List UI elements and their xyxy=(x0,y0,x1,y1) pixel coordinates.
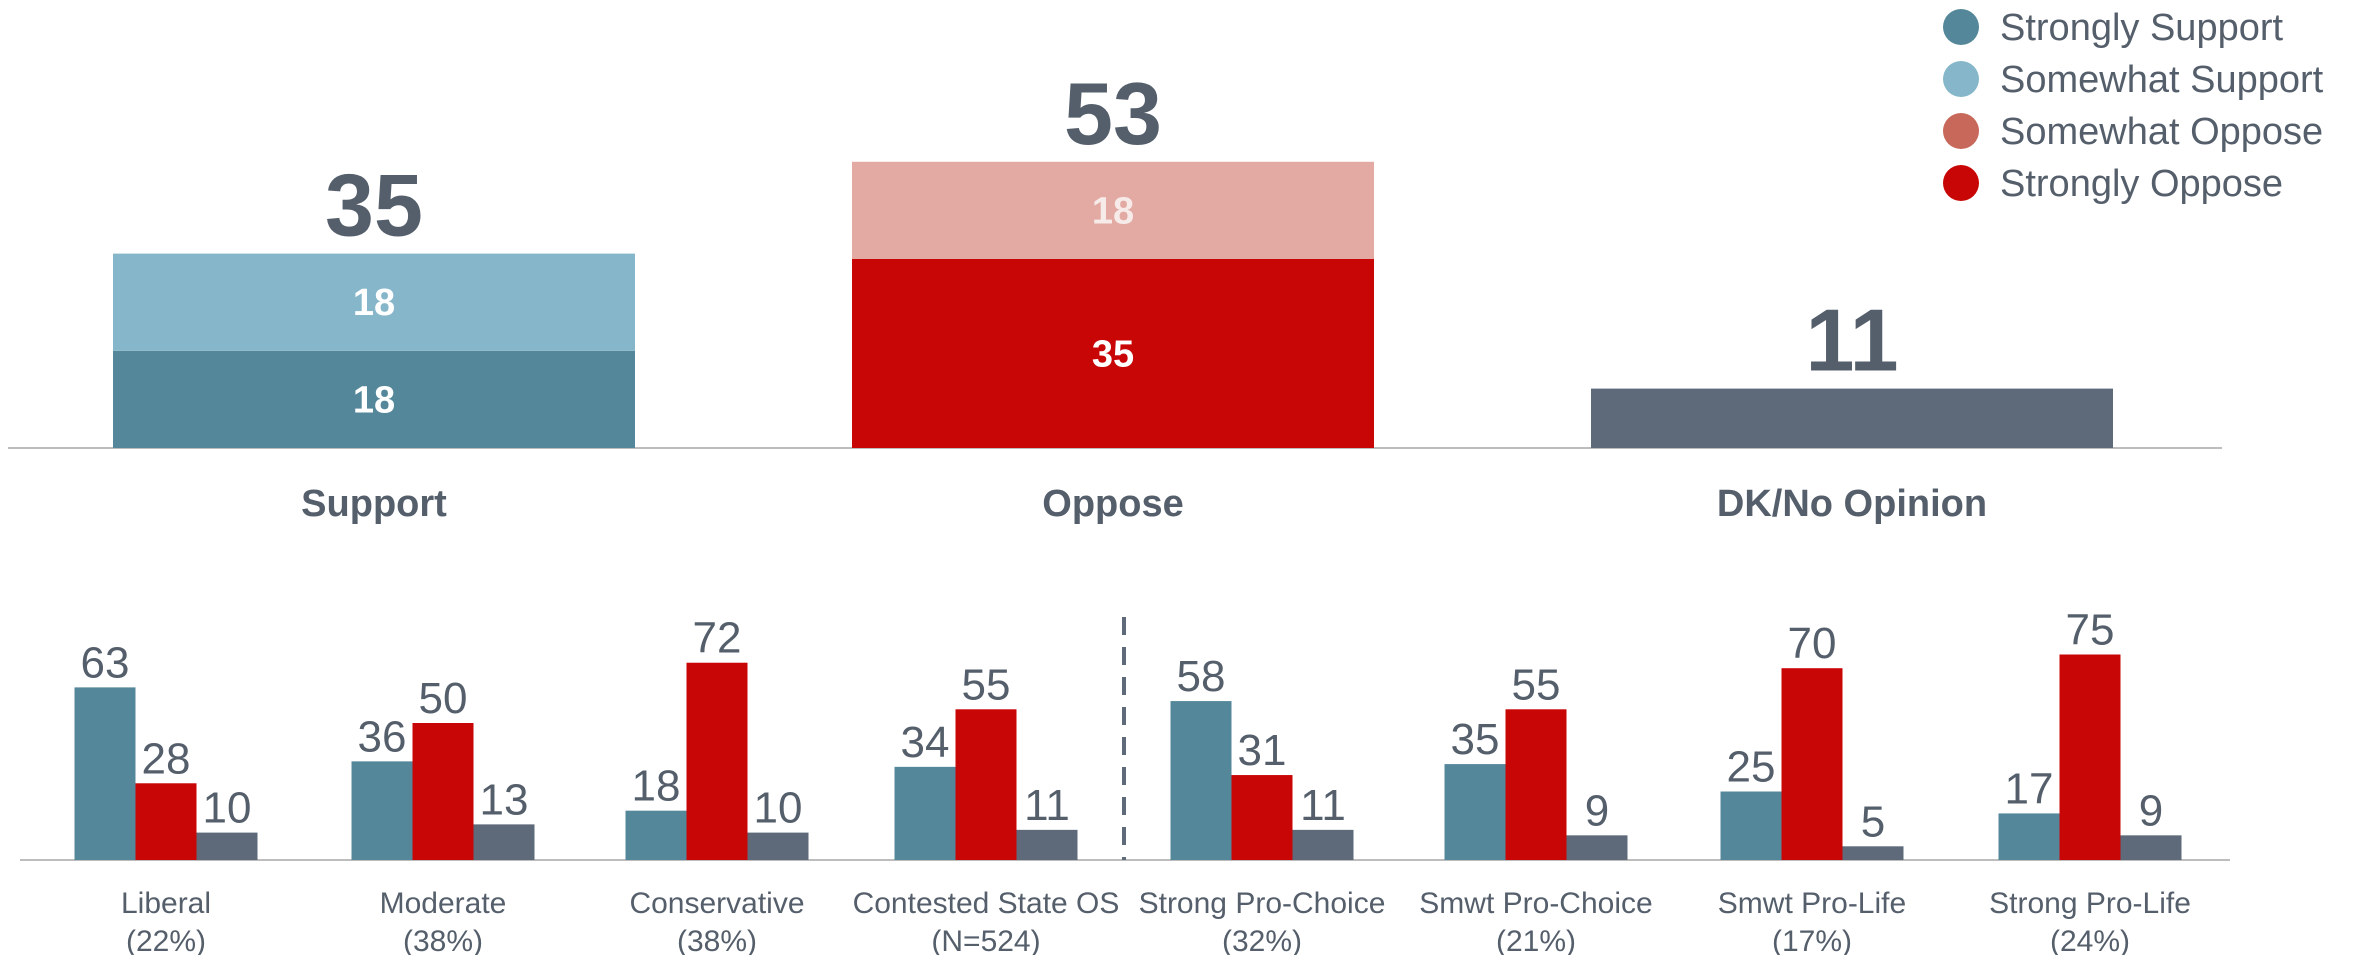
group-bar xyxy=(955,709,1017,860)
legend-label: Somewhat Support xyxy=(2000,59,2324,101)
legend: Strongly Support Somewhat Support Somewhat… xyxy=(1943,7,2324,205)
legend-label: Somewhat Oppose xyxy=(2000,111,2323,153)
category-label: Oppose xyxy=(1042,483,1183,525)
top-stacked-bar-chart: 18 18 35 Support 35 18 53 Oppose 11 DK/No Opinion xyxy=(8,64,2222,525)
group-bar xyxy=(196,832,258,860)
group-bar-value-label: 63 xyxy=(81,638,130,687)
group-label: Liberal xyxy=(121,887,211,920)
legend-marker xyxy=(1943,165,1979,201)
stacked-bar-segment xyxy=(1591,388,2113,448)
legend-marker xyxy=(1943,113,1979,149)
group-bar xyxy=(1781,668,1843,860)
legend-label: Strongly Oppose xyxy=(2000,163,2283,205)
group-bar-value-label: 34 xyxy=(901,718,950,767)
bottom-grouped-bar-chart: 632810Liberal(22%)365013Moderate(38%)187… xyxy=(20,606,2230,955)
group-label: Smwt Pro-Choice xyxy=(1419,887,1652,920)
total-value-label: 53 xyxy=(1064,64,1162,163)
group-bar xyxy=(1016,829,1078,860)
stacked-bar-segment xyxy=(113,350,635,448)
group-bar xyxy=(1170,701,1232,860)
segment-value-label: 35 xyxy=(1092,334,1134,376)
group-bar xyxy=(412,723,474,860)
category-label: DK/No Opinion xyxy=(1717,483,1987,525)
group-bar-value-label: 58 xyxy=(1177,652,1226,701)
stacked-bar-segment xyxy=(852,259,1374,448)
group-bar-value-label: 25 xyxy=(1727,743,1776,792)
group-bar xyxy=(1566,835,1628,860)
group-bar xyxy=(2059,654,2121,860)
group-bar-value-label: 75 xyxy=(2066,606,2115,655)
group-sublabel: (24%) xyxy=(2050,925,2130,955)
category-label: Support xyxy=(301,483,447,525)
group-bar-value-label: 31 xyxy=(1238,726,1287,775)
segment-value-label: 18 xyxy=(353,379,395,421)
group-bar-value-label: 13 xyxy=(480,775,529,824)
legend-marker xyxy=(1943,9,1979,45)
group-sublabel: (N=524) xyxy=(931,925,1040,955)
segment-value-label: 18 xyxy=(1092,190,1134,232)
group-bar-value-label: 10 xyxy=(203,784,252,833)
group-sublabel: (38%) xyxy=(677,925,757,955)
legend-marker xyxy=(1943,61,1979,97)
group-sublabel: (38%) xyxy=(403,925,483,955)
group-bar-value-label: 5 xyxy=(1861,797,1885,846)
total-value-label: 35 xyxy=(325,156,423,255)
group-sublabel: (21%) xyxy=(1496,925,1576,955)
group-bar-value-label: 17 xyxy=(2005,764,2054,813)
group-bar xyxy=(1444,764,1506,860)
group-bar xyxy=(135,783,197,860)
group-bar xyxy=(1505,709,1567,860)
segment-value-label: 18 xyxy=(353,282,395,324)
group-sublabel: (32%) xyxy=(1222,925,1302,955)
group-bar xyxy=(686,662,748,860)
group-bar-value-label: 36 xyxy=(358,712,407,761)
group-bar xyxy=(625,810,687,860)
group-bar-value-label: 55 xyxy=(962,660,1011,709)
group-bar xyxy=(1231,775,1293,860)
group-label: Conservative xyxy=(629,887,804,920)
total-value-label: 11 xyxy=(1805,291,1898,390)
group-label: Smwt Pro-Life xyxy=(1718,887,1906,920)
group-bar xyxy=(894,766,956,860)
group-bar xyxy=(351,761,413,860)
group-bar-value-label: 28 xyxy=(142,734,191,783)
group-bar xyxy=(473,824,535,860)
group-label: Moderate xyxy=(380,887,507,920)
group-bar xyxy=(2120,835,2182,860)
group-bar-value-label: 72 xyxy=(693,614,742,663)
group-bar-value-label: 9 xyxy=(2139,786,2163,835)
group-bar-value-label: 9 xyxy=(1585,786,1609,835)
group-bar xyxy=(1998,813,2060,860)
group-sublabel: (22%) xyxy=(126,925,206,955)
group-bar xyxy=(1720,791,1782,860)
legend-label: Strongly Support xyxy=(2000,7,2283,49)
group-bar xyxy=(1292,829,1354,860)
group-bar-value-label: 11 xyxy=(1300,781,1346,830)
group-bar xyxy=(747,832,809,860)
group-bar-value-label: 50 xyxy=(419,674,468,723)
stacked-bar-segment xyxy=(113,253,635,351)
group-label: Strong Pro-Choice xyxy=(1139,887,1386,920)
group-label: Contested State OS xyxy=(853,887,1120,920)
group-sublabel: (17%) xyxy=(1772,925,1852,955)
group-bar xyxy=(74,687,136,860)
group-label: Strong Pro-Life xyxy=(1989,887,2191,920)
group-bar xyxy=(1842,846,1904,860)
group-bar-value-label: 55 xyxy=(1512,660,1561,709)
stacked-bar-segment xyxy=(852,161,1374,259)
group-bar-value-label: 10 xyxy=(754,784,803,833)
group-bar-value-label: 18 xyxy=(632,762,681,811)
group-bar-value-label: 70 xyxy=(1788,619,1837,668)
group-bar-value-label: 11 xyxy=(1024,781,1070,830)
group-bar-value-label: 35 xyxy=(1451,715,1500,764)
